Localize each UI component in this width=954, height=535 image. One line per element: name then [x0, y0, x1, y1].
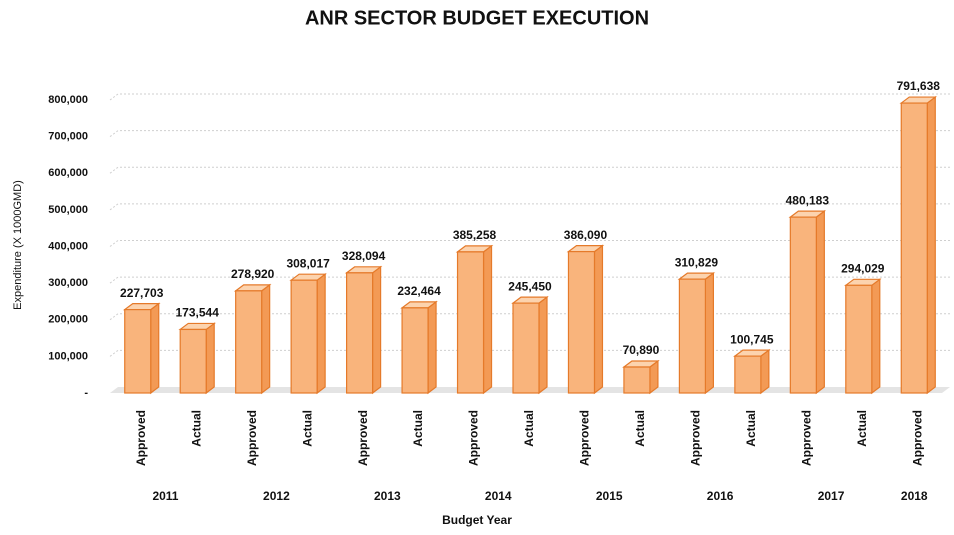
- bar-side: [482, 244, 493, 395]
- grid-line: [109, 130, 950, 138]
- group-label: 2017: [818, 489, 845, 503]
- bar-side: [593, 244, 604, 395]
- bar-side: [926, 95, 936, 395]
- grid-line: [109, 93, 950, 101]
- x-tick-label: Approved: [689, 410, 703, 466]
- group-label: 2013: [374, 489, 401, 503]
- x-tick-label: Actual: [633, 410, 647, 447]
- y-tick-label: 600,000: [48, 167, 88, 179]
- y-tick-label: 200,000: [48, 314, 88, 326]
- x-tick-label: Approved: [910, 410, 924, 466]
- value-label: 480,183: [786, 193, 830, 207]
- bar-side: [205, 322, 215, 395]
- x-tick-label: Approved: [134, 410, 148, 466]
- value-label: 232,464: [397, 284, 441, 298]
- x-tick-label: Actual: [300, 410, 314, 447]
- bar: [401, 307, 429, 394]
- bar-side: [760, 348, 770, 395]
- value-label: 245,450: [508, 279, 552, 293]
- bar-side: [704, 271, 715, 395]
- bar: [678, 278, 707, 394]
- y-tick-label: 300,000: [48, 277, 88, 289]
- x-tick-label: Approved: [578, 410, 592, 466]
- x-tick-label: Actual: [855, 410, 869, 447]
- group-label: 2015: [596, 489, 623, 503]
- value-label: 385,258: [453, 228, 497, 242]
- x-tick-label: Approved: [356, 410, 370, 466]
- bar: [235, 290, 263, 394]
- bar: [512, 302, 540, 394]
- value-label: 791,638: [897, 79, 941, 93]
- x-tick-label: Approved: [245, 410, 259, 466]
- x-tick-label: Approved: [800, 410, 814, 466]
- value-label: 310,829: [675, 255, 719, 269]
- bar: [456, 251, 485, 394]
- bar: [290, 279, 318, 394]
- x-tick-label: Approved: [467, 410, 481, 466]
- value-label: 328,094: [342, 249, 386, 263]
- grid-line: [109, 203, 950, 211]
- bar: [124, 309, 152, 394]
- value-label: 227,703: [120, 286, 164, 300]
- bar: [900, 102, 928, 394]
- value-label: 294,029: [841, 261, 885, 275]
- y-tick-label: -: [84, 387, 88, 399]
- bar: [179, 328, 207, 394]
- bar-side: [538, 295, 548, 395]
- y-tick-label: 700,000: [48, 131, 88, 143]
- bar: [734, 355, 762, 394]
- bar-side: [815, 209, 825, 395]
- y-tick-label: 800,000: [48, 94, 88, 106]
- group-label: 2014: [485, 489, 512, 503]
- bar: [789, 216, 817, 394]
- value-label: 386,090: [564, 228, 608, 242]
- grid-line: [109, 313, 950, 321]
- grid-line: [109, 349, 950, 357]
- bar-side: [871, 278, 881, 395]
- value-label: 100,745: [730, 332, 774, 346]
- y-axis-title: Expenditure (X 1000GMD): [12, 180, 24, 310]
- x-tick-label: Actual: [744, 410, 758, 447]
- group-label: 2012: [263, 489, 290, 503]
- bar-side: [261, 283, 271, 395]
- bar: [623, 366, 651, 394]
- value-label: 278,920: [231, 267, 275, 281]
- grid-line: [109, 276, 950, 284]
- bar: [845, 284, 873, 394]
- x-tick-label: Actual: [411, 410, 425, 447]
- bar: [567, 250, 596, 394]
- bar-side: [372, 265, 382, 395]
- y-tick-label: 400,000: [48, 240, 88, 252]
- x-tick-label: Actual: [522, 410, 536, 447]
- grid-line: [109, 240, 950, 247]
- x-axis-title: Budget Year: [442, 513, 512, 527]
- x-tick-label: Actual: [189, 410, 203, 447]
- group-label: 2016: [707, 489, 734, 503]
- group-label: 2018: [901, 489, 928, 503]
- value-label: 173,544: [176, 306, 220, 320]
- bar: [346, 272, 374, 394]
- chart-title: ANR SECTOR BUDGET EXECUTION: [305, 7, 649, 29]
- y-tick-label: 500,000: [48, 204, 88, 216]
- group-label: 2011: [152, 489, 178, 503]
- bar-side: [316, 272, 326, 395]
- bar-side: [150, 302, 160, 395]
- value-label: 308,017: [286, 256, 330, 270]
- grid-line: [109, 166, 950, 174]
- value-label: 70,890: [623, 343, 660, 357]
- y-tick-label: 100,000: [48, 350, 88, 362]
- bar-side: [427, 300, 437, 395]
